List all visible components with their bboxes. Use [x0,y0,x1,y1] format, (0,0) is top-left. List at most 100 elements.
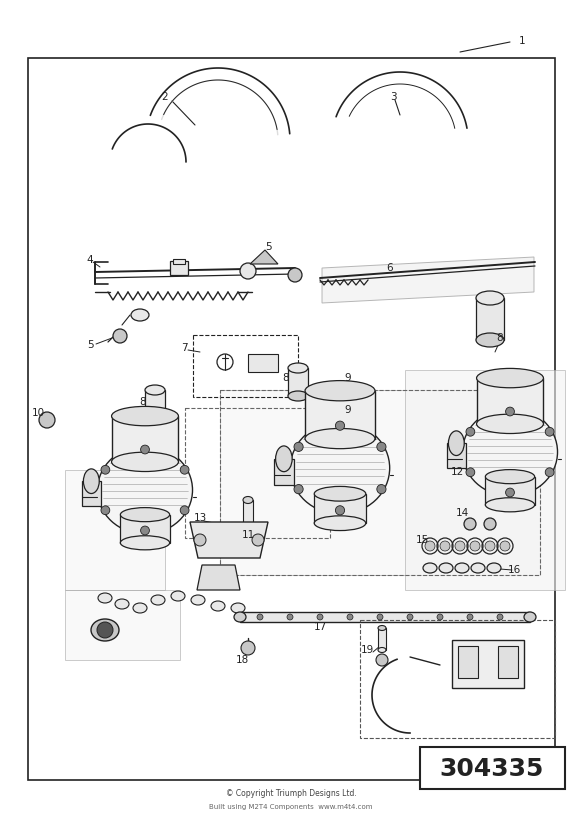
Circle shape [347,614,353,620]
Circle shape [113,329,127,343]
Circle shape [288,268,302,282]
Bar [360,620,555,738]
Bar [28,58,555,780]
Ellipse shape [476,291,504,305]
Text: 6: 6 [387,263,394,273]
Ellipse shape [448,431,464,456]
Ellipse shape [290,422,389,514]
Circle shape [440,541,450,551]
Circle shape [180,466,189,474]
Polygon shape [250,250,278,264]
Circle shape [101,466,110,474]
Circle shape [455,541,465,551]
Ellipse shape [145,413,165,423]
Ellipse shape [378,648,386,653]
Bar [220,390,540,575]
Ellipse shape [211,601,225,611]
Circle shape [464,518,476,530]
Bar [240,612,530,622]
Circle shape [376,654,388,666]
Text: 5: 5 [265,242,271,252]
Polygon shape [190,522,268,558]
Circle shape [257,614,263,620]
Ellipse shape [243,522,253,530]
Circle shape [294,442,303,452]
Bar [452,640,524,688]
Bar [170,261,188,275]
Bar [120,515,170,543]
Ellipse shape [305,428,375,449]
Text: 3: 3 [389,92,396,102]
Circle shape [407,614,413,620]
Ellipse shape [191,595,205,605]
Text: © Copyright Triumph Designs Ltd.: © Copyright Triumph Designs Ltd. [226,789,356,798]
Text: 9: 9 [345,373,352,383]
Polygon shape [322,257,534,303]
Ellipse shape [471,563,485,573]
Circle shape [141,445,149,454]
Text: 2: 2 [161,92,168,102]
Text: 8: 8 [497,333,503,343]
Ellipse shape [120,508,170,522]
Text: 1: 1 [519,36,525,46]
Text: 18: 18 [236,655,248,665]
Text: 10: 10 [31,408,44,418]
Ellipse shape [378,625,386,630]
Ellipse shape [97,446,192,534]
Ellipse shape [243,497,253,503]
Ellipse shape [111,406,178,426]
Circle shape [317,614,323,620]
Ellipse shape [455,563,469,573]
Circle shape [194,534,206,546]
Text: 16: 16 [507,565,521,575]
Ellipse shape [476,414,543,433]
Ellipse shape [98,593,112,603]
Bar [405,370,565,590]
Circle shape [484,518,496,530]
Ellipse shape [276,446,292,471]
Text: 304335: 304335 [440,757,544,781]
Text: 19: 19 [360,645,374,655]
Text: 12: 12 [451,467,463,477]
Text: 9: 9 [345,405,352,415]
Bar [305,391,375,438]
Text: 13: 13 [194,513,206,523]
Bar [476,298,504,340]
Bar [220,390,540,575]
Bar [486,476,535,505]
Text: 11: 11 [241,530,255,540]
Ellipse shape [462,408,557,496]
Circle shape [377,485,386,494]
Text: 4: 4 [87,255,93,265]
Bar [65,590,180,660]
Ellipse shape [115,599,129,609]
Circle shape [467,614,473,620]
Ellipse shape [145,385,165,395]
Ellipse shape [151,595,165,605]
Circle shape [505,488,514,497]
Bar [288,368,308,396]
Circle shape [180,506,189,515]
Text: 8: 8 [140,397,146,407]
Circle shape [335,421,345,430]
Bar [193,335,298,397]
Text: 8: 8 [283,373,289,383]
Circle shape [141,526,149,535]
Ellipse shape [288,363,308,373]
Bar [458,646,478,678]
Polygon shape [197,565,240,590]
Circle shape [497,614,503,620]
Ellipse shape [524,612,536,622]
Circle shape [287,614,293,620]
Ellipse shape [131,309,149,321]
Ellipse shape [133,603,147,613]
Bar [243,500,253,526]
Bar [498,646,518,678]
Circle shape [377,442,386,452]
Ellipse shape [476,333,504,347]
Text: 5: 5 [87,340,93,350]
Ellipse shape [120,536,170,550]
Ellipse shape [231,603,245,613]
Circle shape [505,407,514,416]
Text: 7: 7 [181,343,187,353]
